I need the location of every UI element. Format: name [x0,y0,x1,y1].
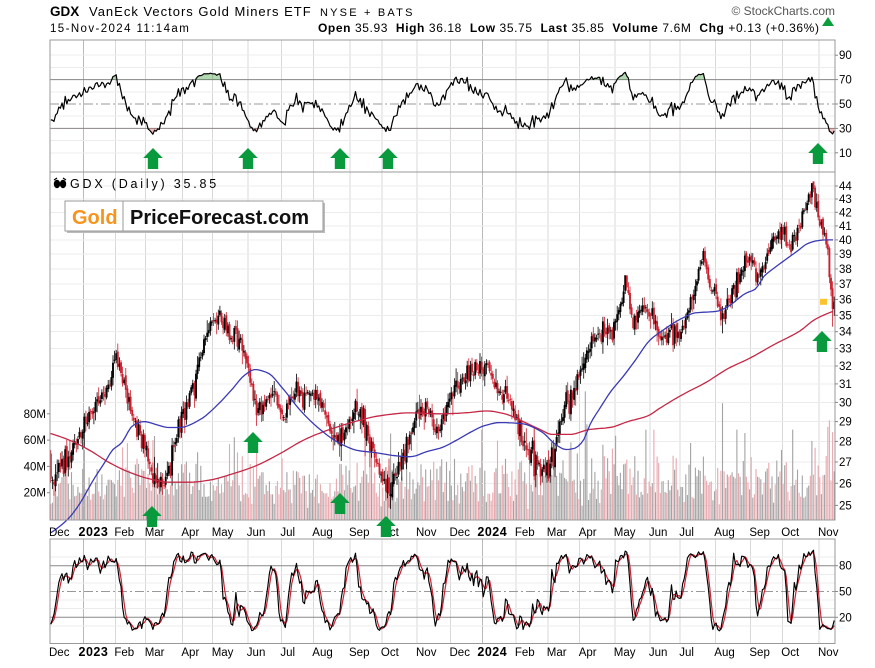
svg-text:41: 41 [839,221,852,233]
svg-text:60M: 60M [24,435,46,447]
svg-text:42: 42 [839,207,852,219]
svg-text:Sep: Sep [749,647,769,659]
svg-text:Jul: Jul [679,527,694,539]
svg-text:Oct: Oct [781,527,800,539]
svg-text:29: 29 [839,417,852,429]
svg-text:Aug: Aug [312,647,332,659]
svg-text:2024: 2024 [477,645,507,659]
svg-text:Nov: Nov [818,647,839,659]
svg-text:2024: 2024 [477,525,507,539]
svg-text:Jul: Jul [679,647,694,659]
svg-text:33: 33 [839,344,852,356]
svg-text:PriceForecast.com: PriceForecast.com [130,207,309,229]
svg-text:36: 36 [839,294,852,306]
svg-text:Jul: Jul [280,647,295,659]
svg-text:Apr: Apr [181,647,199,659]
svg-text:31: 31 [839,379,852,391]
svg-text:43: 43 [839,194,852,206]
svg-text:80M: 80M [24,409,46,421]
svg-text:© StockCharts.com: © StockCharts.com [731,4,835,18]
svg-text:Apr: Apr [181,527,199,539]
svg-text:Oct: Oct [381,647,400,659]
svg-text:Dec: Dec [450,647,471,659]
svg-text:May: May [614,527,636,539]
svg-text:37: 37 [839,279,852,291]
svg-text:20: 20 [839,612,852,624]
svg-text:Mar: Mar [547,647,567,659]
svg-text:Mar: Mar [145,527,165,539]
svg-text:25: 25 [839,500,852,512]
svg-text:VanEck Vectors Gold Miners ETF: VanEck Vectors Gold Miners ETF [89,4,312,19]
svg-text:34: 34 [839,327,852,339]
svg-text:Mar: Mar [547,527,567,539]
svg-text:Dec: Dec [450,527,471,539]
svg-text:10: 10 [839,148,852,160]
svg-text:Gold: Gold [72,207,118,229]
svg-text:May: May [212,527,234,539]
svg-text:30: 30 [839,123,852,135]
svg-text:90: 90 [839,50,852,62]
svg-text:28: 28 [839,436,852,448]
svg-text:Jun: Jun [247,527,266,539]
svg-text:Dec: Dec [49,527,70,539]
svg-text:Jul: Jul [280,527,295,539]
svg-text:May: May [212,647,234,659]
svg-text:Sep: Sep [349,647,369,659]
svg-text:Jun: Jun [649,647,668,659]
svg-text:Apr: Apr [579,647,597,659]
svg-text:Aug: Aug [312,527,332,539]
svg-text:40M: 40M [24,461,46,473]
svg-text:NYSE + BATS: NYSE + BATS [320,7,415,19]
svg-text:30: 30 [839,397,852,409]
svg-text:GDX (Daily) 35.85: GDX (Daily) 35.85 [70,177,219,191]
svg-text:50: 50 [839,587,852,599]
svg-text:38: 38 [839,264,852,276]
svg-text:Aug: Aug [714,647,734,659]
svg-text:2023: 2023 [79,525,109,539]
svg-text:15-Nov-2024 11:14am: 15-Nov-2024 11:14am [50,23,190,35]
svg-text:50: 50 [839,99,852,111]
svg-text:Jun: Jun [247,647,266,659]
svg-text:Oct: Oct [781,647,800,659]
svg-text:Feb: Feb [515,527,535,539]
svg-text:Apr: Apr [579,527,597,539]
svg-text:44: 44 [839,181,852,193]
svg-text:Feb: Feb [114,527,134,539]
svg-text:Open 35.93 High 36.18 Low 35: Open 35.93 High 36.18 Low 35.75 Last 35.… [318,21,823,35]
svg-text:Nov: Nov [818,527,839,539]
svg-text:Sep: Sep [749,527,769,539]
svg-text:70: 70 [839,75,852,87]
svg-text:40: 40 [839,235,852,247]
svg-text:2023: 2023 [79,645,109,659]
svg-text:20M: 20M [24,488,46,500]
svg-text:Sep: Sep [349,527,369,539]
svg-text:Jun: Jun [649,527,668,539]
svg-text:39: 39 [839,249,852,261]
svg-text:26: 26 [839,478,852,490]
svg-text:GDX: GDX [50,4,79,19]
svg-text:Nov: Nov [416,527,437,539]
svg-text:May: May [614,647,636,659]
svg-text:Nov: Nov [416,647,437,659]
svg-text:35: 35 [839,310,852,322]
svg-text:Feb: Feb [114,647,134,659]
svg-text:Aug: Aug [714,527,734,539]
svg-text:Dec: Dec [49,647,70,659]
svg-text:80: 80 [839,561,852,573]
svg-text:Feb: Feb [515,647,535,659]
svg-text:27: 27 [839,457,852,469]
svg-text:32: 32 [839,361,852,373]
svg-text:Mar: Mar [145,647,165,659]
